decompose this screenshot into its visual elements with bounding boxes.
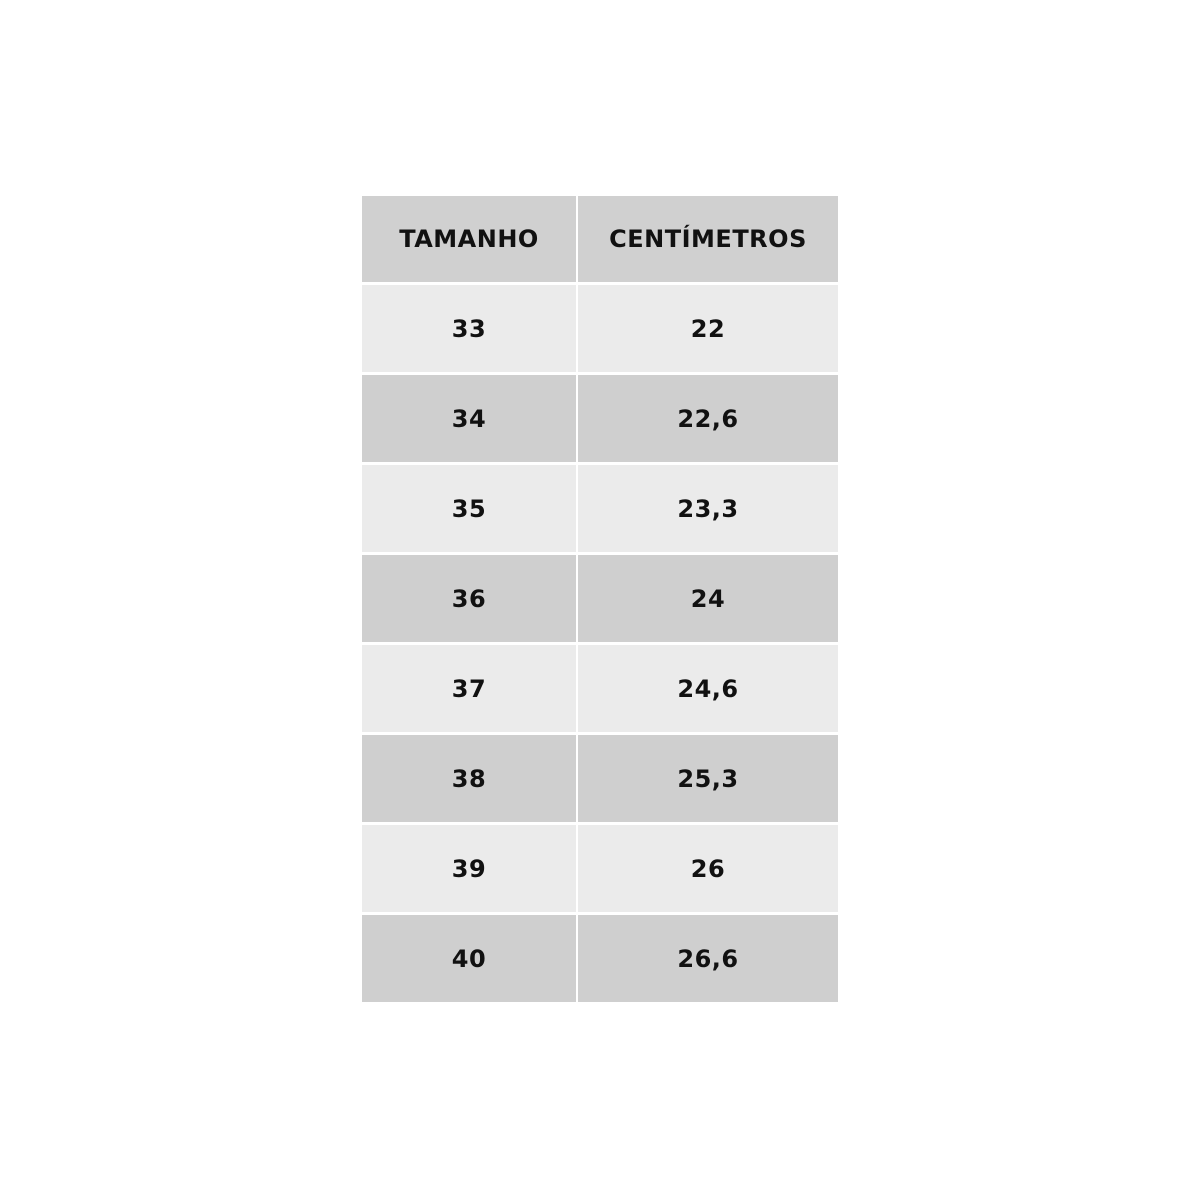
cell-size: 36 <box>362 555 576 642</box>
cell-size: 39 <box>362 825 576 912</box>
cell-centimeters: 22,6 <box>578 375 838 462</box>
header-size: TAMANHO <box>362 196 576 282</box>
cell-centimeters: 26,6 <box>578 915 838 1002</box>
cell-centimeters: 25,3 <box>578 735 838 822</box>
cell-centimeters: 23,3 <box>578 465 838 552</box>
cell-size: 33 <box>362 285 576 372</box>
cell-centimeters: 26 <box>578 825 838 912</box>
cell-size: 34 <box>362 375 576 462</box>
cell-centimeters: 24 <box>578 555 838 642</box>
cell-size: 37 <box>362 645 576 732</box>
cell-size: 40 <box>362 915 576 1002</box>
cell-centimeters: 24,6 <box>578 645 838 732</box>
cell-size: 38 <box>362 735 576 822</box>
cell-centimeters: 22 <box>578 285 838 372</box>
header-centimeters: CENTÍMETROS <box>578 196 838 282</box>
size-table: TAMANHO CENTÍMETROS 33 22 34 22,6 35 23,3 36 24… <box>362 196 838 1002</box>
cell-size: 35 <box>362 465 576 552</box>
